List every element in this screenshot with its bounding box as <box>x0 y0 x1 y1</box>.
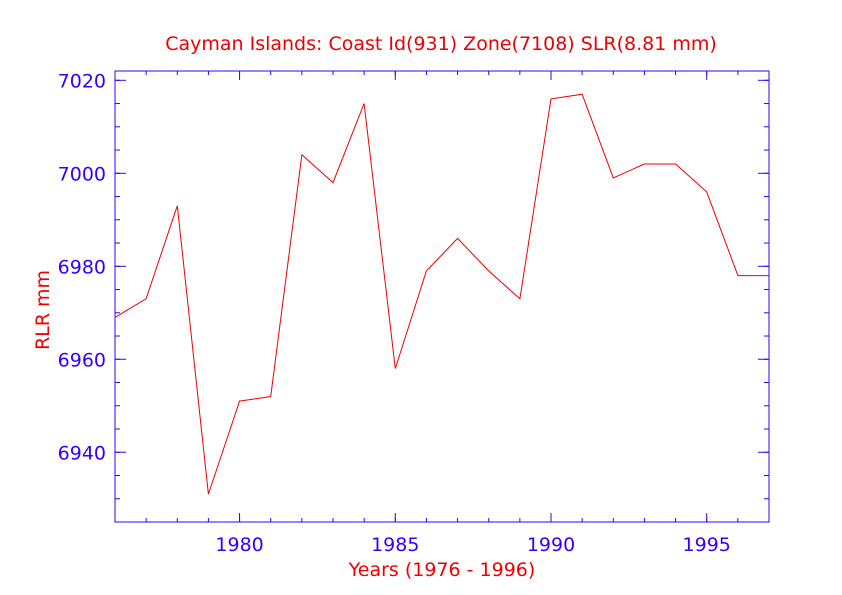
x-tick-label: 1995 <box>683 534 731 556</box>
x-axis-label: Years (1976 - 1996) <box>348 559 536 581</box>
plot-frame <box>114 70 770 523</box>
x-tick-label: 1990 <box>527 534 575 556</box>
y-tick-label: 7000 <box>58 163 106 185</box>
y-tick-label: 6940 <box>58 442 106 464</box>
x-tick-labels: 1980 1985 1990 1995 <box>215 534 731 556</box>
y-tick-label: 7020 <box>58 70 106 92</box>
series-line <box>114 93 769 495</box>
x-tick-label: 1980 <box>215 534 263 556</box>
x-tick-label: 1985 <box>371 534 419 556</box>
y-axis-label: RLR mm <box>32 270 54 350</box>
y-tick-label: 6980 <box>58 256 106 278</box>
axis-ticks <box>114 71 770 523</box>
y-tick-label: 6960 <box>58 349 106 371</box>
chart-title: Cayman Islands: Coast Id(931) Zone(7108)… <box>165 33 717 55</box>
y-tick-labels: 6940 6960 6980 7000 7020 <box>58 70 106 464</box>
